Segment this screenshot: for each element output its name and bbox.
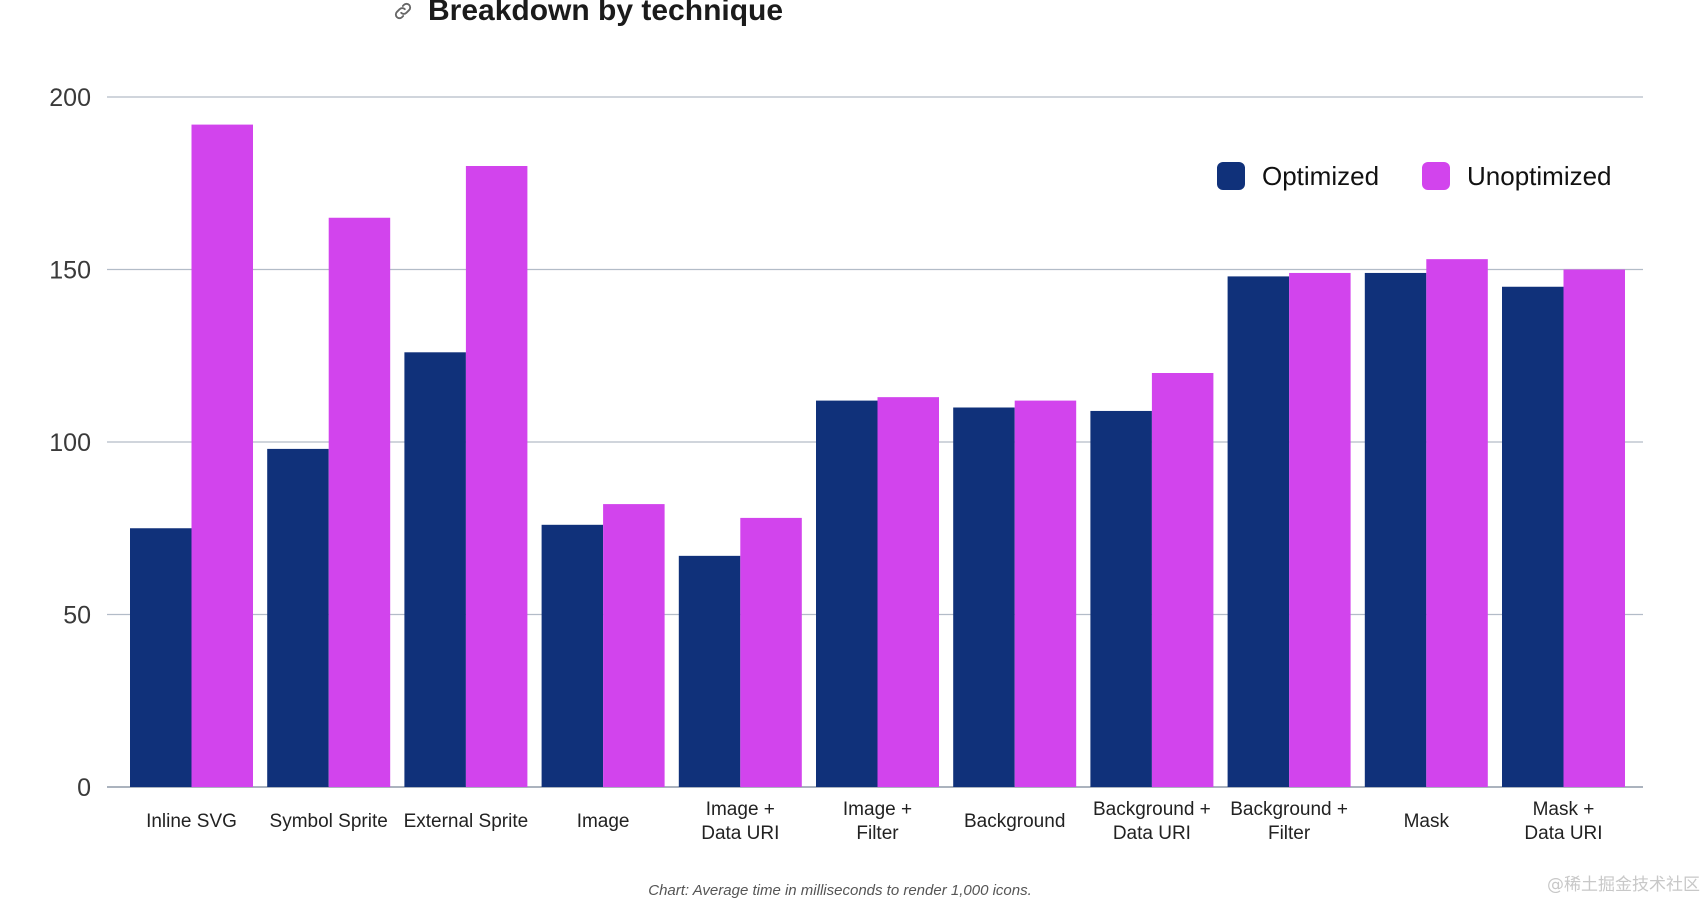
bar-unoptimized-10[interactable] — [1563, 269, 1626, 788]
bar-unoptimized-6[interactable] — [1014, 400, 1077, 787]
bar-unoptimized-5[interactable] — [877, 397, 940, 787]
bar-optimized-10[interactable] — [1502, 286, 1564, 787]
bar-optimized-5[interactable] — [816, 400, 878, 787]
legend-swatch-unoptimized[interactable] — [1422, 162, 1450, 190]
bar-unoptimized-1[interactable] — [328, 217, 391, 787]
bar-optimized-2[interactable] — [404, 352, 466, 787]
x-tick-label: Image + Data URI — [701, 799, 779, 844]
bar-unoptimized-3[interactable] — [603, 504, 665, 787]
bar-optimized-7[interactable] — [1090, 410, 1152, 787]
legend-label-unoptimized[interactable]: Unoptimized — [1467, 161, 1612, 191]
watermark: @稀土掘金技术社区 — [1547, 875, 1700, 895]
y-tick-label: 150 — [49, 257, 91, 285]
x-tick-label: Symbol Sprite — [270, 811, 388, 832]
bar-unoptimized-7[interactable] — [1151, 373, 1214, 787]
y-tick-label: 100 — [49, 429, 91, 457]
y-tick-label: 200 — [49, 84, 91, 112]
chart-title-wrap: Breakdown by technique — [392, 0, 783, 28]
bar-optimized-4[interactable] — [678, 555, 741, 787]
bar-optimized-1[interactable] — [267, 448, 329, 787]
bar-unoptimized-4[interactable] — [740, 517, 802, 787]
bar-optimized-0[interactable] — [130, 528, 192, 787]
bar-unoptimized-2[interactable] — [465, 166, 528, 787]
bar-unoptimized-9[interactable] — [1426, 259, 1488, 787]
x-tick-label: Image + Filter — [843, 799, 912, 844]
legend: Optimized Unoptimized — [1217, 161, 1612, 191]
bar-optimized-6[interactable] — [953, 407, 1015, 788]
x-tick-label: Mask + Data URI — [1524, 799, 1602, 844]
bar-optimized-9[interactable] — [1364, 272, 1427, 787]
y-tick-label: 0 — [77, 774, 91, 802]
x-tick-label: External Sprite — [404, 811, 529, 832]
y-tick-label: 50 — [63, 602, 91, 630]
x-tick-label: Background — [964, 811, 1065, 832]
x-tick-label: Image — [577, 811, 630, 832]
x-tick-label: Mask — [1404, 811, 1450, 832]
bar-optimized-3[interactable] — [541, 524, 604, 787]
x-tick-label: Inline SVG — [146, 811, 237, 832]
link-icon[interactable] — [392, 0, 414, 22]
bars — [130, 124, 1626, 788]
bar-optimized-8[interactable] — [1227, 276, 1290, 787]
legend-swatch-optimized[interactable] — [1217, 162, 1245, 190]
x-tick-label: Background + Data URI — [1093, 799, 1211, 844]
chart-title: Breakdown by technique — [428, 0, 784, 27]
x-tick-label: Background + Filter — [1230, 799, 1348, 844]
bar-unoptimized-0[interactable] — [191, 124, 254, 788]
bar-unoptimized-8[interactable] — [1289, 272, 1351, 787]
axis: 0 50 100 150 200 Inline SVG Symbol Sprite Exter… — [49, 84, 1602, 844]
chart-caption: Chart: Average time in milliseconds to r… — [648, 882, 1032, 899]
legend-label-optimized[interactable]: Optimized — [1262, 161, 1379, 191]
